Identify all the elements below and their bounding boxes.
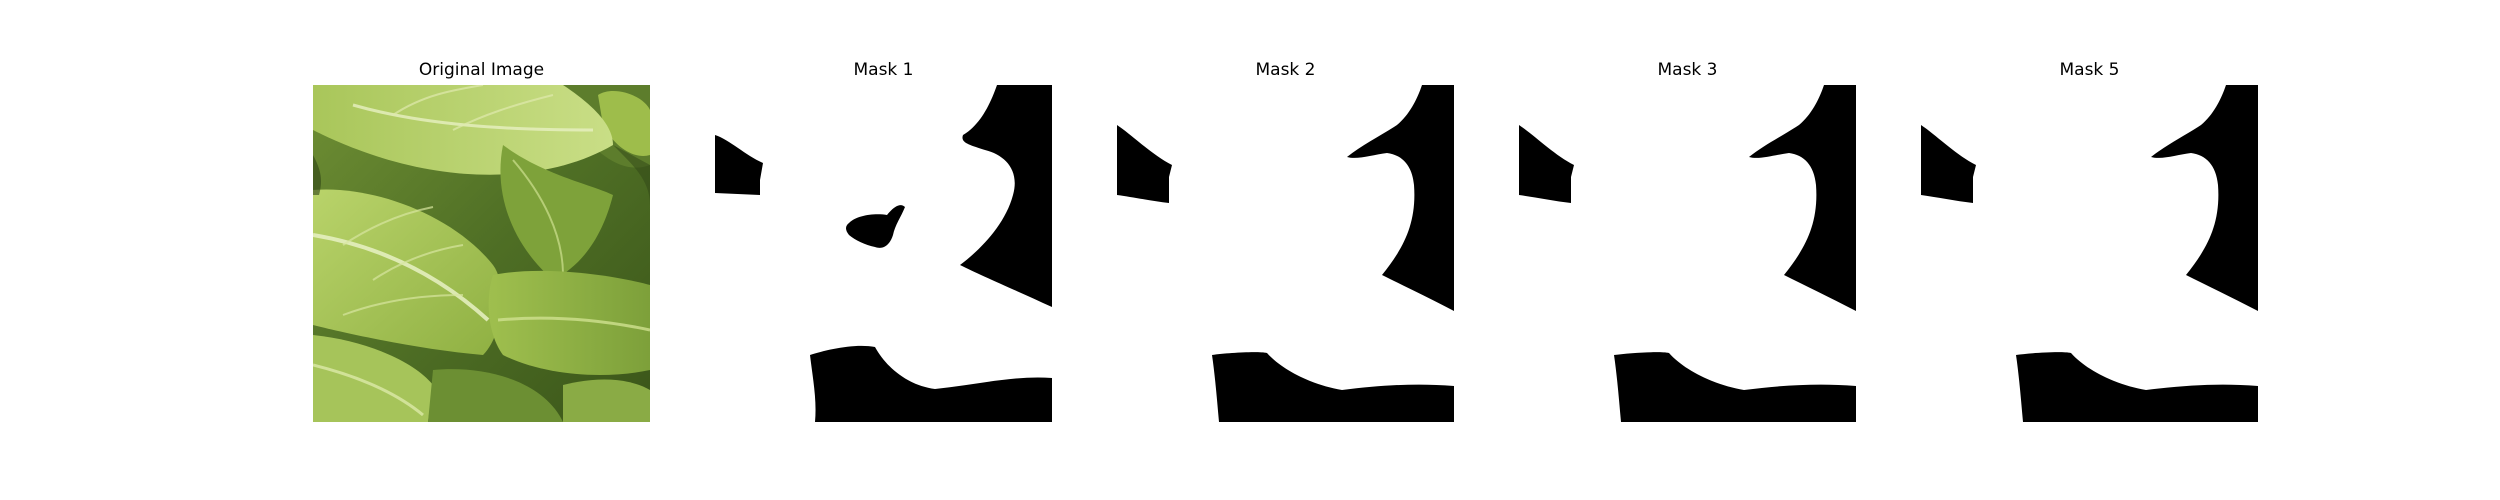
panel-title-original-image: Original Image (418, 60, 545, 80)
mask-1-panel (715, 85, 1052, 422)
mask-3 (1519, 85, 1856, 422)
mask-5 (1921, 85, 2258, 422)
mask-3-panel (1519, 85, 1856, 422)
panel-title-mask-3: Mask 3 (1657, 60, 1718, 80)
panel-title-mask-5: Mask 5 (2059, 60, 2120, 80)
mask-2 (1117, 85, 1454, 422)
original-image (313, 85, 650, 422)
panel-title-mask-2: Mask 2 (1255, 60, 1316, 80)
mask-5-panel (1921, 85, 2258, 422)
mask-1 (715, 85, 1052, 422)
mask-2-panel (1117, 85, 1454, 422)
panel-title-mask-1: Mask 1 (853, 60, 914, 80)
original-image-panel (313, 85, 650, 422)
